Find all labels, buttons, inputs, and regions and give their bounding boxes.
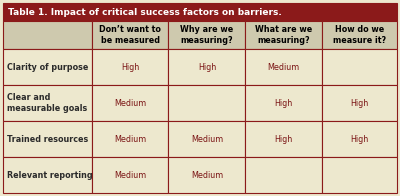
Text: Don’t want to
be measured: Don’t want to be measured [99, 25, 161, 45]
Text: Medium: Medium [114, 99, 146, 107]
Text: Clear and
measurable goals: Clear and measurable goals [7, 93, 87, 113]
Bar [245, 49, 322, 85]
Text: High: High [350, 99, 369, 107]
Text: High: High [275, 99, 293, 107]
Bar [322, 49, 397, 85]
Bar [322, 21, 397, 49]
Text: High: High [275, 134, 293, 143]
Bar [245, 121, 322, 157]
Bar [92, 121, 168, 157]
Bar [322, 121, 397, 157]
Bar [168, 157, 245, 193]
Text: Trained resources: Trained resources [7, 134, 88, 143]
Bar [3, 21, 92, 49]
Bar [92, 21, 168, 49]
Bar [92, 85, 168, 121]
Bar [245, 21, 322, 49]
Text: Relevant reporting: Relevant reporting [7, 171, 93, 180]
Text: Table 1. Impact of critical success factors on barriers.: Table 1. Impact of critical success fact… [8, 7, 282, 16]
Text: High: High [121, 63, 139, 72]
Bar [168, 121, 245, 157]
Bar [245, 85, 322, 121]
Bar [3, 49, 92, 85]
Text: Medium: Medium [114, 134, 146, 143]
Bar [3, 85, 92, 121]
Bar [168, 85, 245, 121]
Bar [322, 157, 397, 193]
Text: Medium: Medium [191, 134, 223, 143]
Bar [168, 21, 245, 49]
Bar [245, 157, 322, 193]
Text: High: High [198, 63, 216, 72]
Text: Medium: Medium [114, 171, 146, 180]
Text: High: High [350, 134, 369, 143]
Text: Clarity of purpose: Clarity of purpose [7, 63, 88, 72]
Bar [92, 49, 168, 85]
Bar [3, 3, 397, 21]
Text: Why are we
measuring?: Why are we measuring? [180, 25, 234, 45]
Bar [92, 157, 168, 193]
Bar [322, 85, 397, 121]
Bar [168, 49, 245, 85]
Bar [3, 121, 92, 157]
Text: Medium: Medium [191, 171, 223, 180]
Text: What are we
measuring?: What are we measuring? [255, 25, 312, 45]
Text: How do we
measure it?: How do we measure it? [333, 25, 386, 45]
Bar [3, 157, 92, 193]
Text: Medium: Medium [268, 63, 300, 72]
